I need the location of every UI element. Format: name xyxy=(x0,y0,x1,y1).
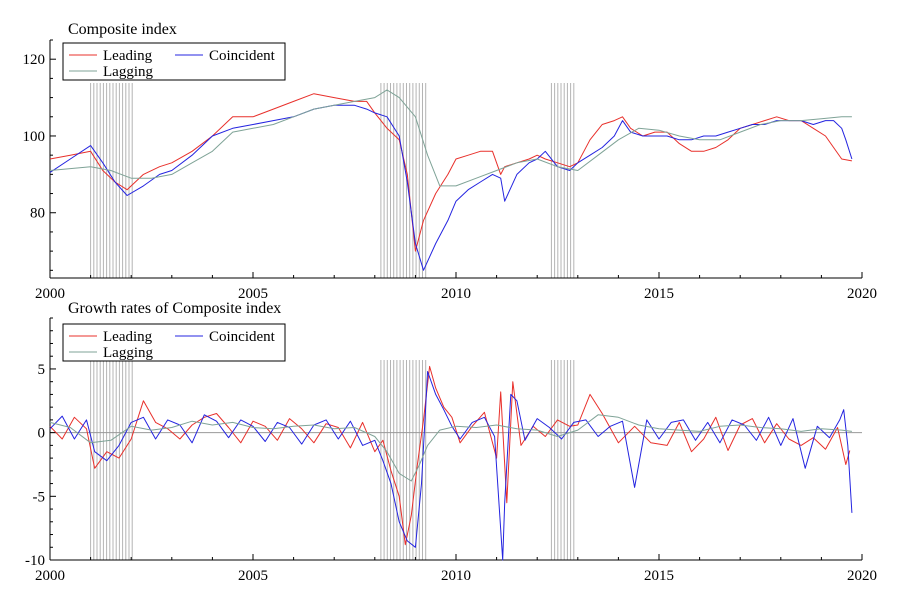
series-line-leading xyxy=(49,93,852,252)
y-tick-label: 100 xyxy=(23,129,46,145)
shaded-period xyxy=(550,360,575,560)
series-line-coincident xyxy=(49,371,853,561)
legend-entry-coincident: Coincident xyxy=(175,329,276,345)
x-tick-label: 2000 xyxy=(35,568,65,584)
x-tick-label: 2015 xyxy=(644,286,674,302)
x-tick-label: 2015 xyxy=(644,568,674,584)
legend-entry-lagging: Lagging xyxy=(69,64,153,80)
series-line-lagging xyxy=(49,414,852,482)
panel-title: Growth rates of Composite index xyxy=(68,300,281,317)
shaded-period xyxy=(550,83,575,278)
x-tick-label: 2010 xyxy=(441,568,471,584)
shaded-period xyxy=(380,360,427,560)
series-line-coincident xyxy=(49,104,853,271)
legend-box xyxy=(62,323,286,362)
panel-title: Composite index xyxy=(68,21,177,38)
legend-entry-coincident: Coincident xyxy=(175,48,276,64)
legend-label: Coincident xyxy=(209,329,276,345)
x-tick-label: 2020 xyxy=(847,286,877,302)
y-tick-label: 0 xyxy=(38,426,46,442)
legend-label: Leading xyxy=(103,48,153,64)
series-line-leading xyxy=(49,365,851,546)
x-tick-label: 2020 xyxy=(847,568,877,584)
legend-label: Lagging xyxy=(103,345,153,361)
panel-1: 2000 2005 2010 2015 2020 80 100 120 Composite in… xyxy=(23,21,878,302)
legend-entry-leading: Leading xyxy=(69,48,153,64)
x-tick-label: 2010 xyxy=(441,286,471,302)
legend-label: Leading xyxy=(103,329,153,345)
legend-entry-leading: Leading xyxy=(69,329,153,345)
x-tick-label: 2005 xyxy=(238,286,268,302)
legend-entry-lagging: Lagging xyxy=(69,345,153,361)
shaded-period xyxy=(380,83,427,278)
legend: Leading Coincident Lagging xyxy=(62,42,286,81)
y-tick-label: 80 xyxy=(30,206,45,222)
y-tick-label: -10 xyxy=(25,553,45,569)
legend-label: Lagging xyxy=(103,64,153,80)
x-tick-label: 2005 xyxy=(238,568,268,584)
series-line-lagging xyxy=(49,89,852,187)
shaded-period xyxy=(90,83,133,278)
shaded-period xyxy=(90,360,133,560)
legend: Leading Coincident Lagging xyxy=(62,323,286,362)
legend-label: Coincident xyxy=(209,48,276,64)
legend-box xyxy=(62,42,286,81)
panel-2: 2000 2005 2010 2015 2020 -10 -5 0 5 Growth rates … xyxy=(25,300,877,584)
y-tick-label: 5 xyxy=(38,362,46,378)
x-tick-label: 2000 xyxy=(35,286,65,302)
y-tick-label: 120 xyxy=(23,52,46,68)
y-tick-label: -5 xyxy=(33,489,46,505)
